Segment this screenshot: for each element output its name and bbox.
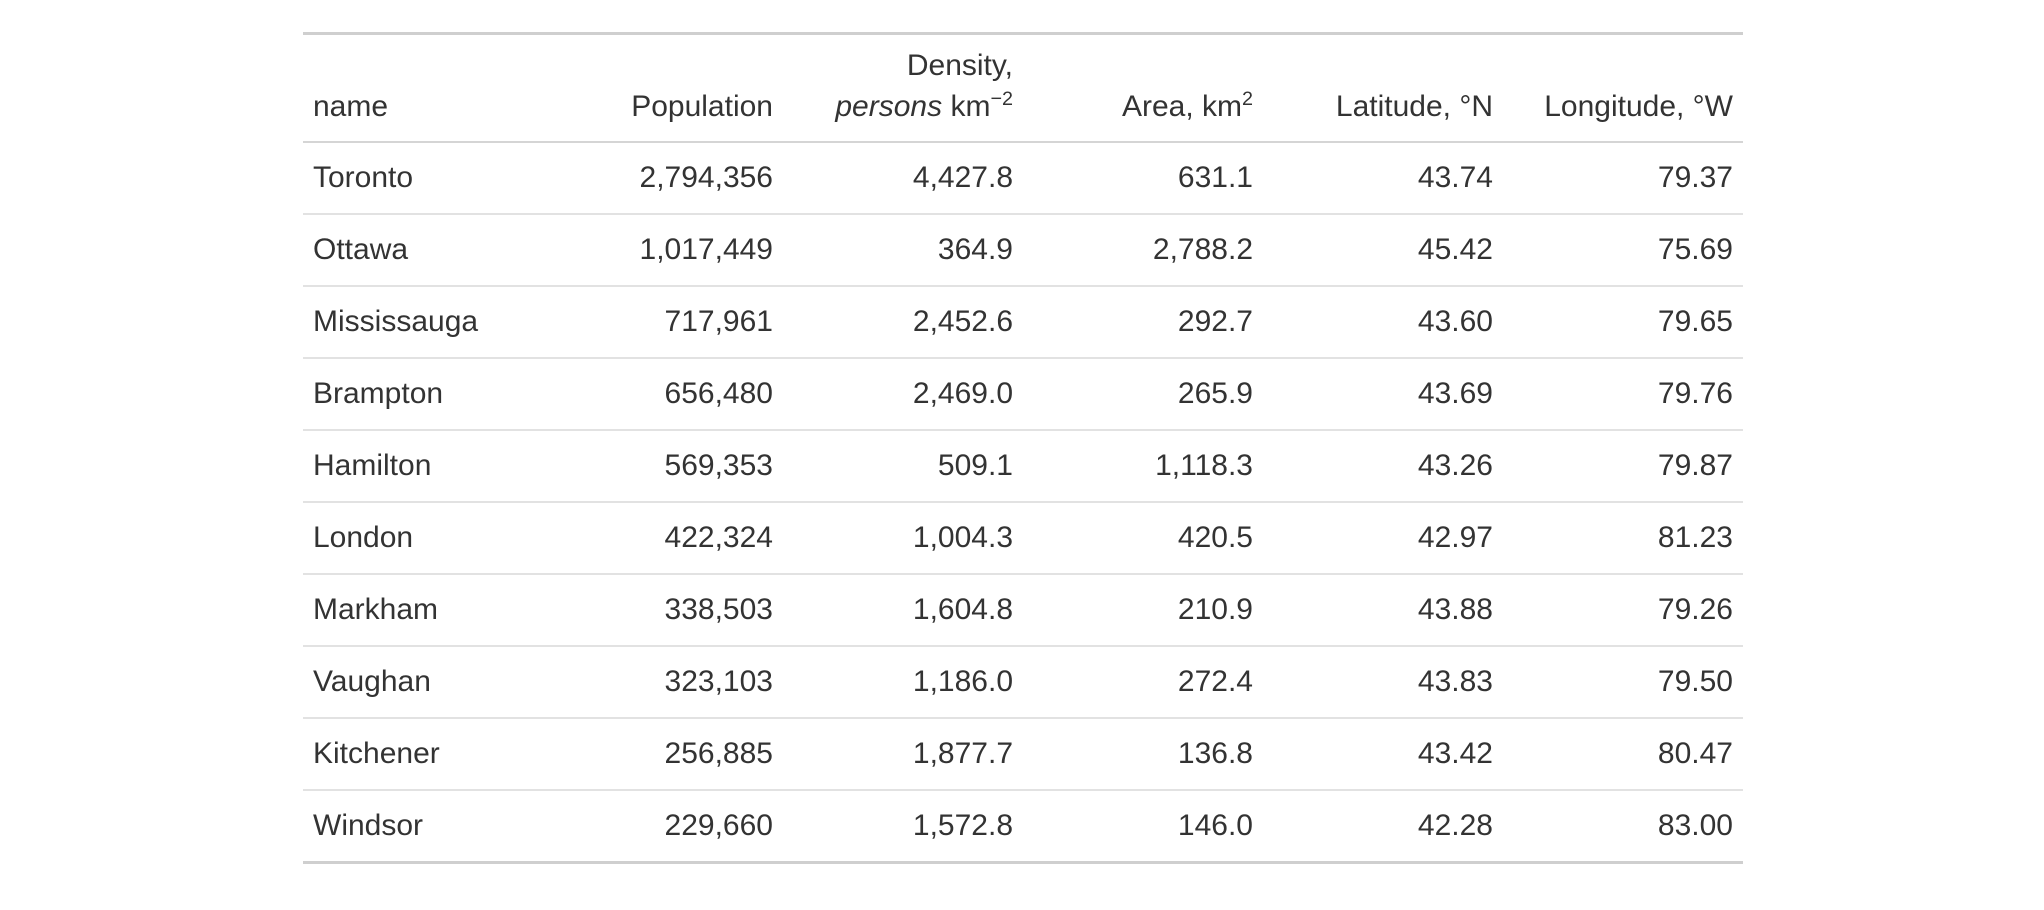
table-row: Brampton 656,480 2,469.0 265.9 43.69 79.…: [303, 357, 1743, 431]
cell-latitude: 43.26: [1263, 429, 1503, 503]
cell-name: Mississauga: [303, 285, 543, 359]
cell-longitude: 79.87: [1503, 429, 1743, 503]
cell-latitude: 43.60: [1263, 285, 1503, 359]
cell-area: 292.7: [1023, 285, 1263, 359]
table-row: Ottawa 1,017,449 364.9 2,788.2 45.42 75.…: [303, 213, 1743, 287]
cell-name: Hamilton: [303, 429, 543, 503]
cell-population: 656,480: [543, 357, 783, 431]
column-header-longitude-label: Longitude, °W: [1544, 90, 1733, 124]
cell-population: 422,324: [543, 501, 783, 575]
cell-area: 420.5: [1023, 501, 1263, 575]
cell-population: 2,794,356: [543, 141, 783, 215]
cell-area: 631.1: [1023, 141, 1263, 215]
cell-area: 136.8: [1023, 717, 1263, 791]
cell-latitude: 43.88: [1263, 573, 1503, 647]
cell-area: 146.0: [1177, 808, 1253, 842]
table-row: Kitchener 256,885 1,877.7 136.8 43.42 80…: [303, 717, 1743, 791]
cell-name: Markham: [303, 573, 543, 647]
cell-name: London: [303, 501, 543, 575]
cell-latitude: 43.69: [1263, 357, 1503, 431]
cities-table-container: name Population Density, persons km−2 Ar…: [303, 32, 1743, 864]
cell-name: Windsor: [313, 808, 424, 842]
cell-density: 1,572.8: [912, 808, 1013, 842]
cell-latitude: 43.74: [1263, 141, 1503, 215]
cell-density: 4,427.8: [783, 141, 1023, 215]
cell-latitude: 45.42: [1263, 213, 1503, 287]
cell-name: Toronto: [303, 141, 543, 215]
cell-area: 2,788.2: [1023, 213, 1263, 287]
cell-area: 210.9: [1023, 573, 1263, 647]
table-row: Mississauga 717,961 2,452.6 292.7 43.60 …: [303, 285, 1743, 359]
cell-density: 1,004.3: [783, 501, 1023, 575]
cell-density: 1,604.8: [783, 573, 1023, 647]
column-header-density-superscript: −2: [990, 88, 1013, 111]
cell-density: 1,877.7: [783, 717, 1023, 791]
column-header-population: Population: [543, 33, 783, 143]
cell-longitude: 79.37: [1503, 141, 1743, 215]
column-header-density-unit: km: [950, 90, 991, 124]
cell-area: 1,118.3: [1023, 429, 1263, 503]
cell-latitude: 43.42: [1263, 717, 1503, 791]
cell-density: 2,452.6: [783, 285, 1023, 359]
table-row: Vaughan 323,103 1,186.0 272.4 43.83 79.5…: [303, 645, 1743, 719]
cell-population: 323,103: [543, 645, 783, 719]
table-body: Toronto 2,794,356 4,427.8 631.1 43.74 79…: [303, 141, 1743, 863]
cell-name: Kitchener: [303, 717, 543, 791]
cell-name: Vaughan: [303, 645, 543, 719]
cell-population: 1,017,449: [543, 213, 783, 287]
cell-longitude: 83.00: [1657, 808, 1733, 842]
cities-table: name Population Density, persons km−2 Ar…: [303, 32, 1743, 864]
column-header-density-line1: Density,: [906, 49, 1013, 82]
column-header-density: Density, persons km−2: [783, 33, 1023, 143]
table-row: London 422,324 1,004.3 420.5 42.97 81.23: [303, 501, 1743, 575]
cell-area: 272.4: [1023, 645, 1263, 719]
table-header: name Population Density, persons km−2 Ar…: [303, 33, 1743, 143]
cell-population: 569,353: [543, 429, 783, 503]
cell-area: 265.9: [1023, 357, 1263, 431]
cell-longitude: 79.76: [1503, 357, 1743, 431]
table-row: Hamilton 569,353 509.1 1,118.3 43.26 79.…: [303, 429, 1743, 503]
table-row: Toronto 2,794,356 4,427.8 631.1 43.74 79…: [303, 141, 1743, 215]
cell-name: Brampton: [303, 357, 543, 431]
cell-longitude: 79.50: [1503, 645, 1743, 719]
column-header-latitude-label: Latitude, °N: [1335, 90, 1493, 124]
cell-density: 2,469.0: [783, 357, 1023, 431]
cell-name: Ottawa: [303, 213, 543, 287]
cell-density: 1,186.0: [783, 645, 1023, 719]
column-header-population-label: Population: [631, 90, 773, 124]
cell-latitude: 43.83: [1263, 645, 1503, 719]
cell-longitude: 75.69: [1503, 213, 1743, 287]
column-header-area: Area, km2: [1023, 33, 1263, 143]
table-row: Windsor 229,660 1,572.8 146.0 42.28 83.0…: [303, 790, 1743, 863]
cell-population: 229,660: [664, 808, 773, 842]
cell-latitude: 42.28: [1417, 808, 1493, 842]
cell-density: 364.9: [783, 213, 1023, 287]
table-row: Markham 338,503 1,604.8 210.9 43.88 79.2…: [303, 573, 1743, 647]
column-header-longitude: Longitude, °W: [1503, 33, 1743, 143]
column-header-latitude: Latitude, °N: [1263, 33, 1503, 143]
column-header-area-superscript: 2: [1241, 88, 1253, 111]
column-header-name-label: name: [313, 90, 389, 124]
cell-population: 256,885: [543, 717, 783, 791]
cell-density: 509.1: [783, 429, 1023, 503]
column-header-area-label: Area, km: [1121, 90, 1242, 124]
cell-longitude: 81.23: [1503, 501, 1743, 575]
column-header-density-unit-italic: persons: [835, 90, 943, 124]
column-header-name: name: [303, 33, 543, 143]
cell-longitude: 79.65: [1503, 285, 1743, 359]
cell-longitude: 80.47: [1503, 717, 1743, 791]
cell-longitude: 79.26: [1503, 573, 1743, 647]
cell-population: 338,503: [543, 573, 783, 647]
header-row: name Population Density, persons km−2 Ar…: [303, 33, 1743, 143]
cell-population: 717,961: [543, 285, 783, 359]
cell-latitude: 42.97: [1263, 501, 1503, 575]
